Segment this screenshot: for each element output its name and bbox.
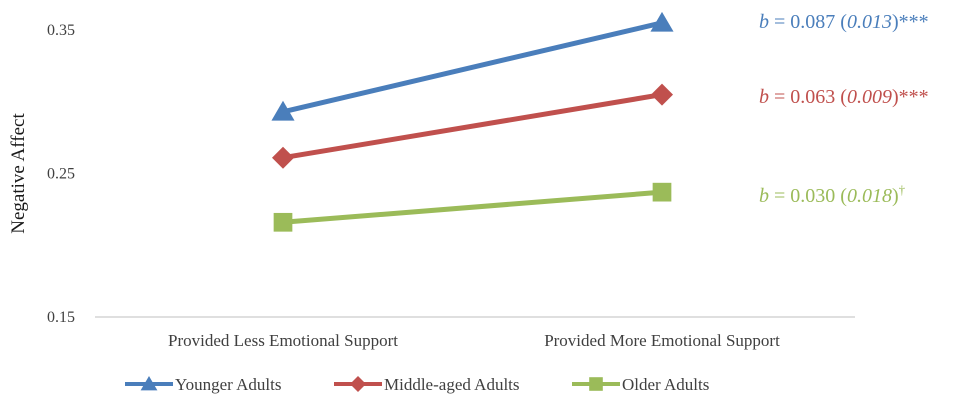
legend-item: Younger Adults — [125, 375, 281, 394]
legend-label: Older Adults — [622, 375, 709, 394]
chart-axes: 0.15 0.25 0.35 Provided Less Emotional Supp… — [47, 22, 855, 350]
data-point-diamond — [272, 146, 294, 169]
data-point-square — [273, 212, 293, 232]
significance-marker: *** — [899, 11, 929, 33]
std-error: 0.018 — [847, 185, 892, 207]
y-tick-label: 0.35 — [47, 22, 75, 39]
legend-marker-square — [589, 377, 603, 391]
paren-close: ) — [892, 11, 899, 33]
series-layer — [271, 11, 674, 232]
slope-annotation: b = 0.087 (0.013)*** — [759, 11, 929, 33]
data-point-triangle — [271, 100, 295, 121]
series-line — [282, 20, 663, 115]
coef-symbol: b — [759, 86, 769, 108]
series-triangle — [271, 11, 674, 121]
legend-label: Younger Adults — [175, 375, 281, 394]
slope-annotation: b = 0.063 (0.009)*** — [759, 86, 929, 108]
y-tick-label: 0.25 — [47, 166, 75, 183]
x-category-label: Provided Less Emotional Support — [168, 331, 398, 350]
paren-close: ) — [892, 185, 899, 207]
x-category-label: Provided More Emotional Support — [544, 331, 780, 350]
data-point-diamond — [651, 83, 673, 106]
legend-label: Middle-aged Adults — [384, 375, 520, 394]
paren-close: ) — [892, 86, 899, 108]
y-axis-title: Negative Affect — [8, 113, 29, 234]
std-error: 0.009 — [847, 86, 892, 108]
series-square — [273, 182, 672, 232]
significance-marker: *** — [899, 86, 929, 108]
data-point-square — [652, 182, 672, 202]
series-diamond — [272, 83, 673, 169]
std-error: 0.013 — [847, 11, 892, 33]
significance-marker: † — [899, 182, 906, 197]
coef-value: = 0.087 ( — [769, 11, 847, 33]
y-axis-title-group: Negative Affect — [8, 113, 29, 234]
legend-item: Middle-aged Adults — [334, 375, 520, 394]
coef-symbol: b — [759, 185, 769, 207]
slope-annotation: b = 0.030 (0.018)† — [759, 182, 906, 207]
series-line — [282, 92, 663, 161]
y-tick-label: 0.15 — [47, 309, 75, 326]
slope-annotations: b = 0.087 (0.013)***b = 0.063 (0.009)***… — [759, 11, 929, 207]
legend-marker-diamond — [350, 376, 366, 392]
coef-symbol: b — [759, 11, 769, 33]
legend-item: Older Adults — [572, 375, 709, 394]
data-point-triangle — [650, 11, 674, 32]
coef-value: = 0.030 ( — [769, 185, 847, 207]
series-line — [282, 189, 663, 225]
legend: Younger Adults Middle-aged Adults Older Ad… — [125, 375, 709, 394]
legend-marker-triangle — [140, 376, 158, 391]
coef-value: = 0.063 ( — [769, 86, 847, 108]
